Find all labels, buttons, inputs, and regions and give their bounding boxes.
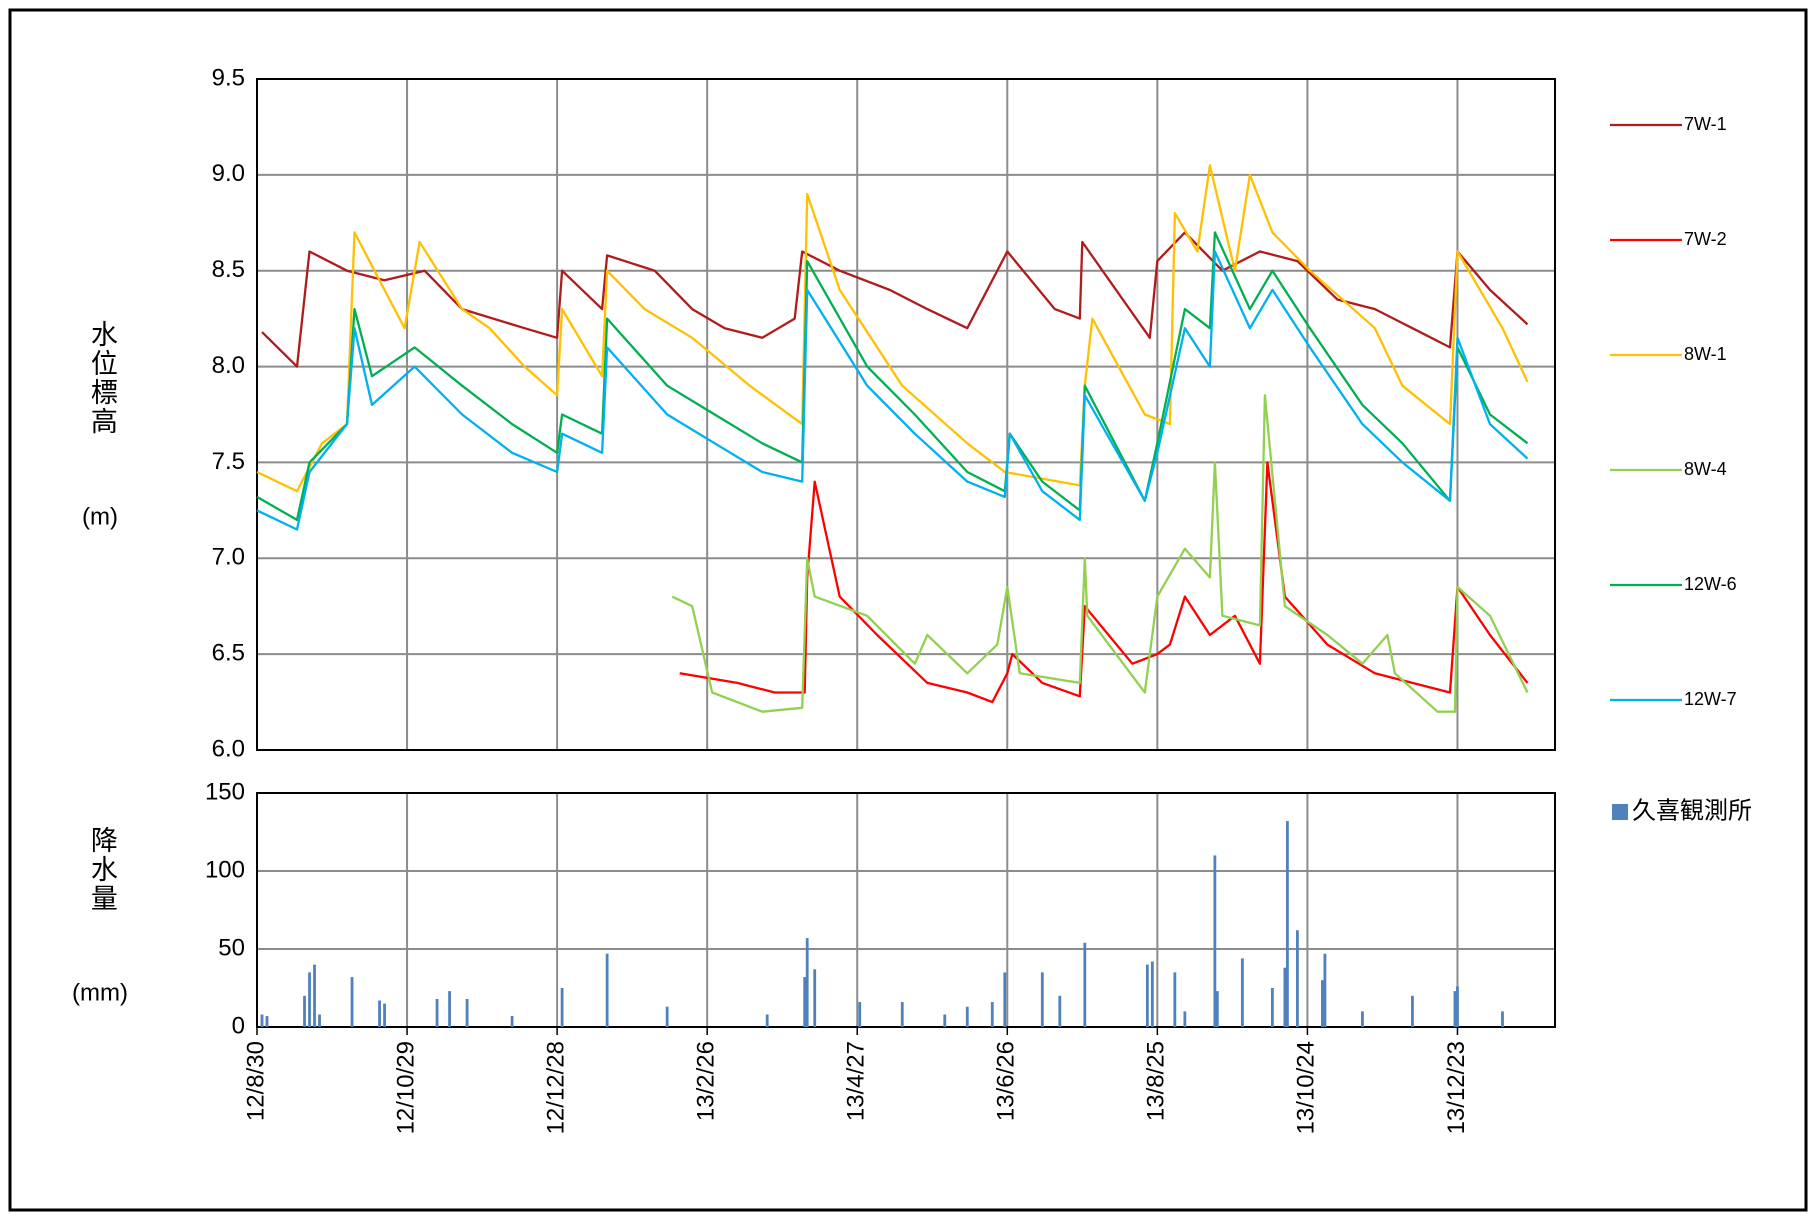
bar	[990, 1002, 994, 1027]
bar	[1215, 991, 1219, 1027]
bar	[1296, 930, 1299, 1027]
bar	[943, 1014, 947, 1027]
bar	[765, 1014, 769, 1027]
legend-label: 久喜観測所	[1632, 797, 1752, 824]
bar	[1321, 980, 1324, 1027]
bar	[1501, 1011, 1504, 1027]
bar	[605, 953, 609, 1027]
y-tick-label: 7.5	[212, 448, 245, 475]
bar	[965, 1006, 969, 1027]
bar	[1083, 942, 1087, 1027]
y-tick-label: 9.5	[212, 64, 245, 91]
bar	[383, 1003, 386, 1027]
bar	[435, 998, 439, 1027]
x-tick-label: 12/12/28	[542, 1041, 569, 1134]
bar	[1213, 855, 1217, 1027]
y-axis-label: 水位標高	[87, 320, 118, 436]
y-tick-label: 8.0	[212, 352, 245, 379]
y-tick-label: 6.0	[212, 735, 245, 762]
bar	[803, 977, 807, 1027]
bar	[303, 995, 306, 1027]
x-tick-label: 13/2/26	[693, 1041, 720, 1121]
x-tick-label: 12/10/29	[392, 1041, 419, 1134]
y-tick-label: 100	[205, 856, 245, 883]
bar	[313, 964, 316, 1027]
bar	[1145, 964, 1149, 1027]
bar	[265, 1016, 269, 1027]
plot-area	[257, 79, 1555, 750]
bar	[805, 938, 809, 1027]
bar	[378, 1000, 381, 1027]
bar	[1456, 986, 1459, 1027]
bar	[510, 1016, 514, 1027]
bar	[350, 977, 354, 1027]
line-series	[256, 164, 1529, 493]
y-axis-unit: (mm)	[72, 979, 128, 1006]
line-series	[261, 231, 1529, 368]
plot-area	[257, 793, 1555, 1027]
y-tick-label: 0	[232, 1012, 245, 1039]
bar	[308, 972, 311, 1027]
bar	[1323, 953, 1327, 1027]
bar	[1411, 995, 1414, 1027]
bar	[1283, 967, 1287, 1027]
bar	[900, 1002, 904, 1027]
bar	[1003, 972, 1007, 1027]
plot-border	[256, 78, 1556, 751]
x-tick-label: 13/12/23	[1443, 1041, 1470, 1134]
legend-swatch	[1612, 804, 1628, 820]
legend-label: 8W-4	[1684, 459, 1727, 479]
bar	[1150, 961, 1154, 1027]
legend-label: 12W-7	[1684, 689, 1737, 709]
y-tick-label: 9.0	[212, 160, 245, 187]
bar	[1058, 995, 1062, 1027]
y-tick-label: 8.5	[212, 256, 245, 283]
line-series	[671, 394, 1529, 713]
bar	[1173, 972, 1177, 1027]
bar	[318, 1014, 321, 1027]
line-series	[256, 231, 1529, 522]
y-tick-label: 50	[218, 934, 245, 961]
bar	[1270, 988, 1274, 1027]
x-tick-label: 13/6/26	[993, 1041, 1020, 1121]
line-series	[256, 250, 1529, 531]
bar	[1361, 1011, 1364, 1027]
bar	[1240, 958, 1244, 1027]
bar	[1040, 972, 1044, 1027]
y-axis-unit: (m)	[82, 503, 118, 530]
y-axis-label: 降水量	[87, 826, 117, 913]
bar	[858, 1002, 862, 1027]
y-tick-label: 6.5	[212, 639, 245, 666]
legend-label: 7W-2	[1684, 229, 1727, 249]
bar	[1183, 1011, 1187, 1027]
legend-label: 8W-1	[1684, 344, 1727, 364]
y-tick-label: 150	[205, 778, 245, 805]
bar	[448, 991, 451, 1027]
x-tick-label: 13/10/24	[1293, 1041, 1320, 1134]
plot-border	[256, 792, 1556, 1028]
x-tick-label: 13/4/27	[843, 1041, 870, 1121]
y-tick-label: 7.0	[212, 544, 245, 571]
x-tick-label: 12/8/30	[242, 1041, 269, 1121]
bar	[813, 969, 817, 1027]
bar	[560, 988, 564, 1027]
bar	[465, 998, 469, 1027]
bar	[1285, 821, 1289, 1027]
bar	[665, 1006, 669, 1027]
bar	[1453, 991, 1457, 1027]
bar	[260, 1014, 264, 1027]
legend-label: 7W-1	[1684, 114, 1727, 134]
legend-label: 12W-6	[1684, 574, 1737, 594]
x-tick-label: 13/8/25	[1143, 1041, 1170, 1121]
line-series	[679, 461, 1529, 704]
